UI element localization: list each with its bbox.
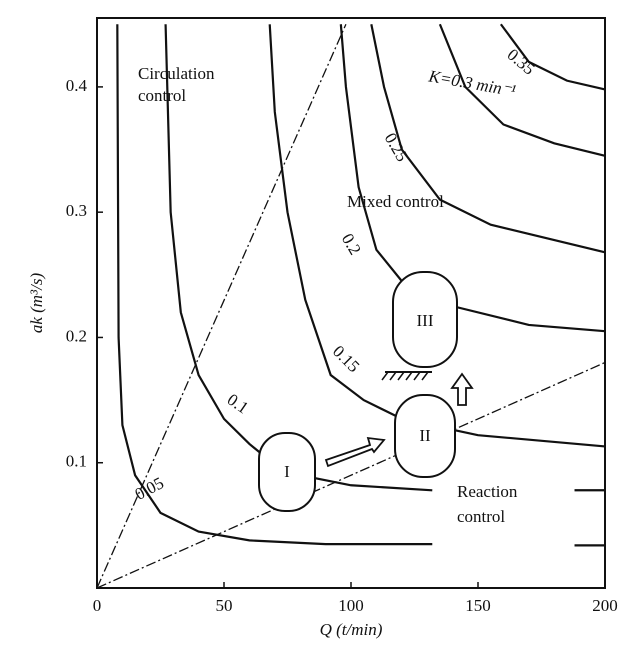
iso-k-curve	[339, 24, 606, 333]
region-label: I	[284, 462, 290, 481]
y-tick-label: 0.3	[66, 201, 87, 220]
boundary-line	[96, 361, 606, 589]
x-tick-label: 100	[338, 596, 364, 615]
curve-label: 0.15	[329, 342, 363, 376]
iso-k-curve	[268, 24, 606, 448]
arrow	[324, 436, 386, 468]
boundary-line	[96, 24, 347, 589]
iso-k-curve	[116, 24, 605, 547]
arrow	[450, 372, 474, 406]
annotation: Reaction	[457, 482, 518, 501]
curve-label: 0.25	[381, 130, 412, 165]
hatch	[381, 371, 429, 381]
region-box	[394, 394, 456, 478]
iso-k-curve	[499, 23, 606, 91]
annotation: Mixed control	[347, 192, 444, 211]
iso-k-curve	[438, 23, 606, 157]
region-label: III	[417, 311, 434, 330]
region-box	[392, 271, 458, 368]
x-axis-label: Q (t/min)	[320, 620, 383, 639]
region-box	[258, 432, 316, 512]
x-tick-label: 50	[216, 596, 233, 615]
y-tick-label: 0.4	[66, 76, 88, 95]
y-tick-label: 0.2	[66, 326, 87, 345]
y-axis-label: ak (m³/s)	[27, 273, 46, 334]
curve-label: 0.1	[224, 390, 252, 418]
y-tick-label: 0.1	[66, 452, 87, 471]
iso-k-curve	[164, 24, 605, 492]
annotation: control	[138, 86, 186, 105]
curve-label: 0.35	[504, 45, 539, 79]
annotation: Circulation	[138, 64, 215, 83]
curve-label: 0.2	[338, 230, 365, 258]
x-tick-label: 150	[465, 596, 491, 615]
x-tick-label: 200	[592, 596, 618, 615]
annotation: control	[457, 507, 505, 526]
iso-k-curve	[370, 24, 606, 254]
region-label: II	[419, 426, 431, 445]
x-tick-label: 0	[93, 596, 102, 615]
curve-label: K=0.3 min⁻¹	[426, 66, 517, 100]
